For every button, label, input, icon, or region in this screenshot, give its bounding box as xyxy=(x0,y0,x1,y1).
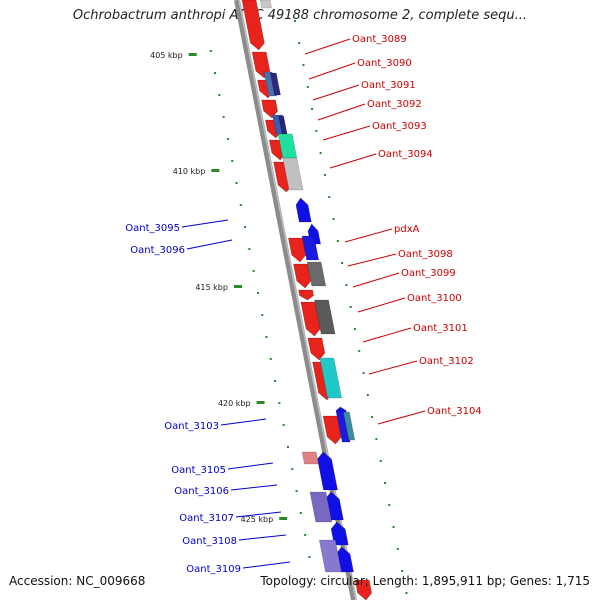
cog-block[interactable] xyxy=(343,411,356,441)
reverse-gene-label[interactable]: Oant_3096 xyxy=(130,245,185,256)
label-leaders xyxy=(181,38,426,569)
reverse-gene-label[interactable]: Oant_3107 xyxy=(179,513,234,524)
forward-gene-label[interactable]: Oant_3100 xyxy=(407,293,462,304)
leader-line xyxy=(329,153,377,169)
forward-gene-label[interactable]: Oant_3102 xyxy=(419,356,474,367)
reverse-gene-label[interactable]: Oant_3103 xyxy=(164,421,219,432)
tick-label: 415 kbp xyxy=(195,283,228,292)
forward-gene-label[interactable]: pdxA xyxy=(394,224,420,235)
leader-line xyxy=(304,38,351,55)
leader-line xyxy=(312,84,360,101)
cog-block[interactable] xyxy=(282,157,304,191)
reverse-gene-label[interactable]: Oant_3106 xyxy=(174,486,229,497)
ring-dots xyxy=(209,20,408,594)
reverse-gene-label[interactable]: Oant_3105 xyxy=(171,465,226,476)
tick-mark xyxy=(256,401,265,404)
leader-line xyxy=(230,484,278,491)
leader-line xyxy=(220,418,267,426)
tick-mark xyxy=(233,285,242,288)
leader-line xyxy=(322,125,371,141)
cog-block[interactable] xyxy=(263,71,278,97)
forward-gene-label[interactable]: Oant_3101 xyxy=(413,323,468,334)
tick-label: 410 kbp xyxy=(173,167,206,176)
leader-line xyxy=(238,534,287,541)
gene-features xyxy=(241,0,372,600)
forward-gene-label[interactable]: Oant_3092 xyxy=(367,99,422,110)
tick-label: 420 kbp xyxy=(218,399,251,408)
leader-line xyxy=(308,62,356,80)
leader-line xyxy=(347,253,397,267)
cog-block[interactable] xyxy=(301,235,320,261)
reverse-gene-arrow[interactable] xyxy=(330,521,349,546)
forward-gene-label[interactable]: Oant_3094 xyxy=(378,149,433,160)
tick-mark xyxy=(279,517,288,520)
accession-text: Accession: NC_009668 xyxy=(9,574,146,588)
forward-gene-arrow[interactable] xyxy=(293,263,312,289)
map-title: Ochrobactrum anthropi ATCC 49188 chromos… xyxy=(72,8,528,23)
reverse-gene-arrow[interactable] xyxy=(295,197,312,223)
leader-line xyxy=(377,410,426,425)
cog-block[interactable] xyxy=(336,411,351,443)
tick-label: 425 kbp xyxy=(241,515,274,524)
leader-line xyxy=(181,219,229,228)
forward-gene-label[interactable]: Oant_3093 xyxy=(372,121,427,132)
forward-gene-label[interactable]: Oant_3098 xyxy=(398,249,453,260)
forward-gene-label[interactable]: Oant_3090 xyxy=(357,58,412,69)
reverse-gene-label[interactable]: Oant_3095 xyxy=(125,223,180,234)
tick-mark xyxy=(188,53,197,56)
forward-gene-label[interactable]: Oant_3099 xyxy=(401,268,456,279)
leader-line xyxy=(357,297,406,313)
gene-labels[interactable]: Oant_3089 Oant_3090 Oant_3091 Oant_3092 Oant… xyxy=(125,34,481,575)
genome-summary-text: Topology: circular; Length: 1,895,911 bp… xyxy=(260,574,590,588)
leader-line xyxy=(368,360,418,375)
cog-block[interactable] xyxy=(314,299,336,335)
forward-gene-label[interactable]: Oant_3104 xyxy=(427,406,482,417)
leader-line xyxy=(352,272,400,288)
reverse-gene-arrow[interactable] xyxy=(317,451,338,491)
reverse-gene-label[interactable]: Oant_3109 xyxy=(186,564,241,575)
forward-gene-arrow[interactable] xyxy=(241,0,265,51)
cog-block[interactable] xyxy=(306,261,327,287)
cog-block[interactable] xyxy=(318,539,342,573)
forward-gene-arrow[interactable] xyxy=(300,301,321,337)
reverse-gene-label[interactable]: Oant_3108 xyxy=(182,536,237,547)
leader-line xyxy=(227,462,274,470)
tick-mark xyxy=(211,169,220,172)
forward-gene-arrow[interactable] xyxy=(288,237,307,263)
forward-gene-arrow[interactable] xyxy=(298,289,314,301)
leader-line xyxy=(242,561,291,569)
scale-ticks: 405 kbp 410 kbp 415 kbp 420 kbp 425 kbp xyxy=(150,51,288,524)
forward-gene-arrow[interactable] xyxy=(354,579,372,600)
leader-line xyxy=(317,103,366,121)
forward-gene-arrow[interactable] xyxy=(307,337,326,361)
forward-gene-arrow[interactable] xyxy=(322,415,342,445)
leader-line xyxy=(362,327,412,343)
forward-gene-label[interactable]: Oant_3091 xyxy=(361,80,416,91)
forward-gene-arrow[interactable] xyxy=(261,99,278,119)
tick-label: 405 kbp xyxy=(150,51,183,60)
cog-block[interactable] xyxy=(319,357,342,399)
cog-block[interactable] xyxy=(269,72,281,96)
leader-line xyxy=(186,239,233,250)
forward-gene-label[interactable]: Oant_3089 xyxy=(352,34,407,45)
leader-line xyxy=(344,228,393,243)
cog-block[interactable] xyxy=(301,451,319,465)
leader-line xyxy=(235,511,282,518)
cog-block[interactable] xyxy=(309,491,333,523)
cog-block[interactable] xyxy=(259,0,272,9)
